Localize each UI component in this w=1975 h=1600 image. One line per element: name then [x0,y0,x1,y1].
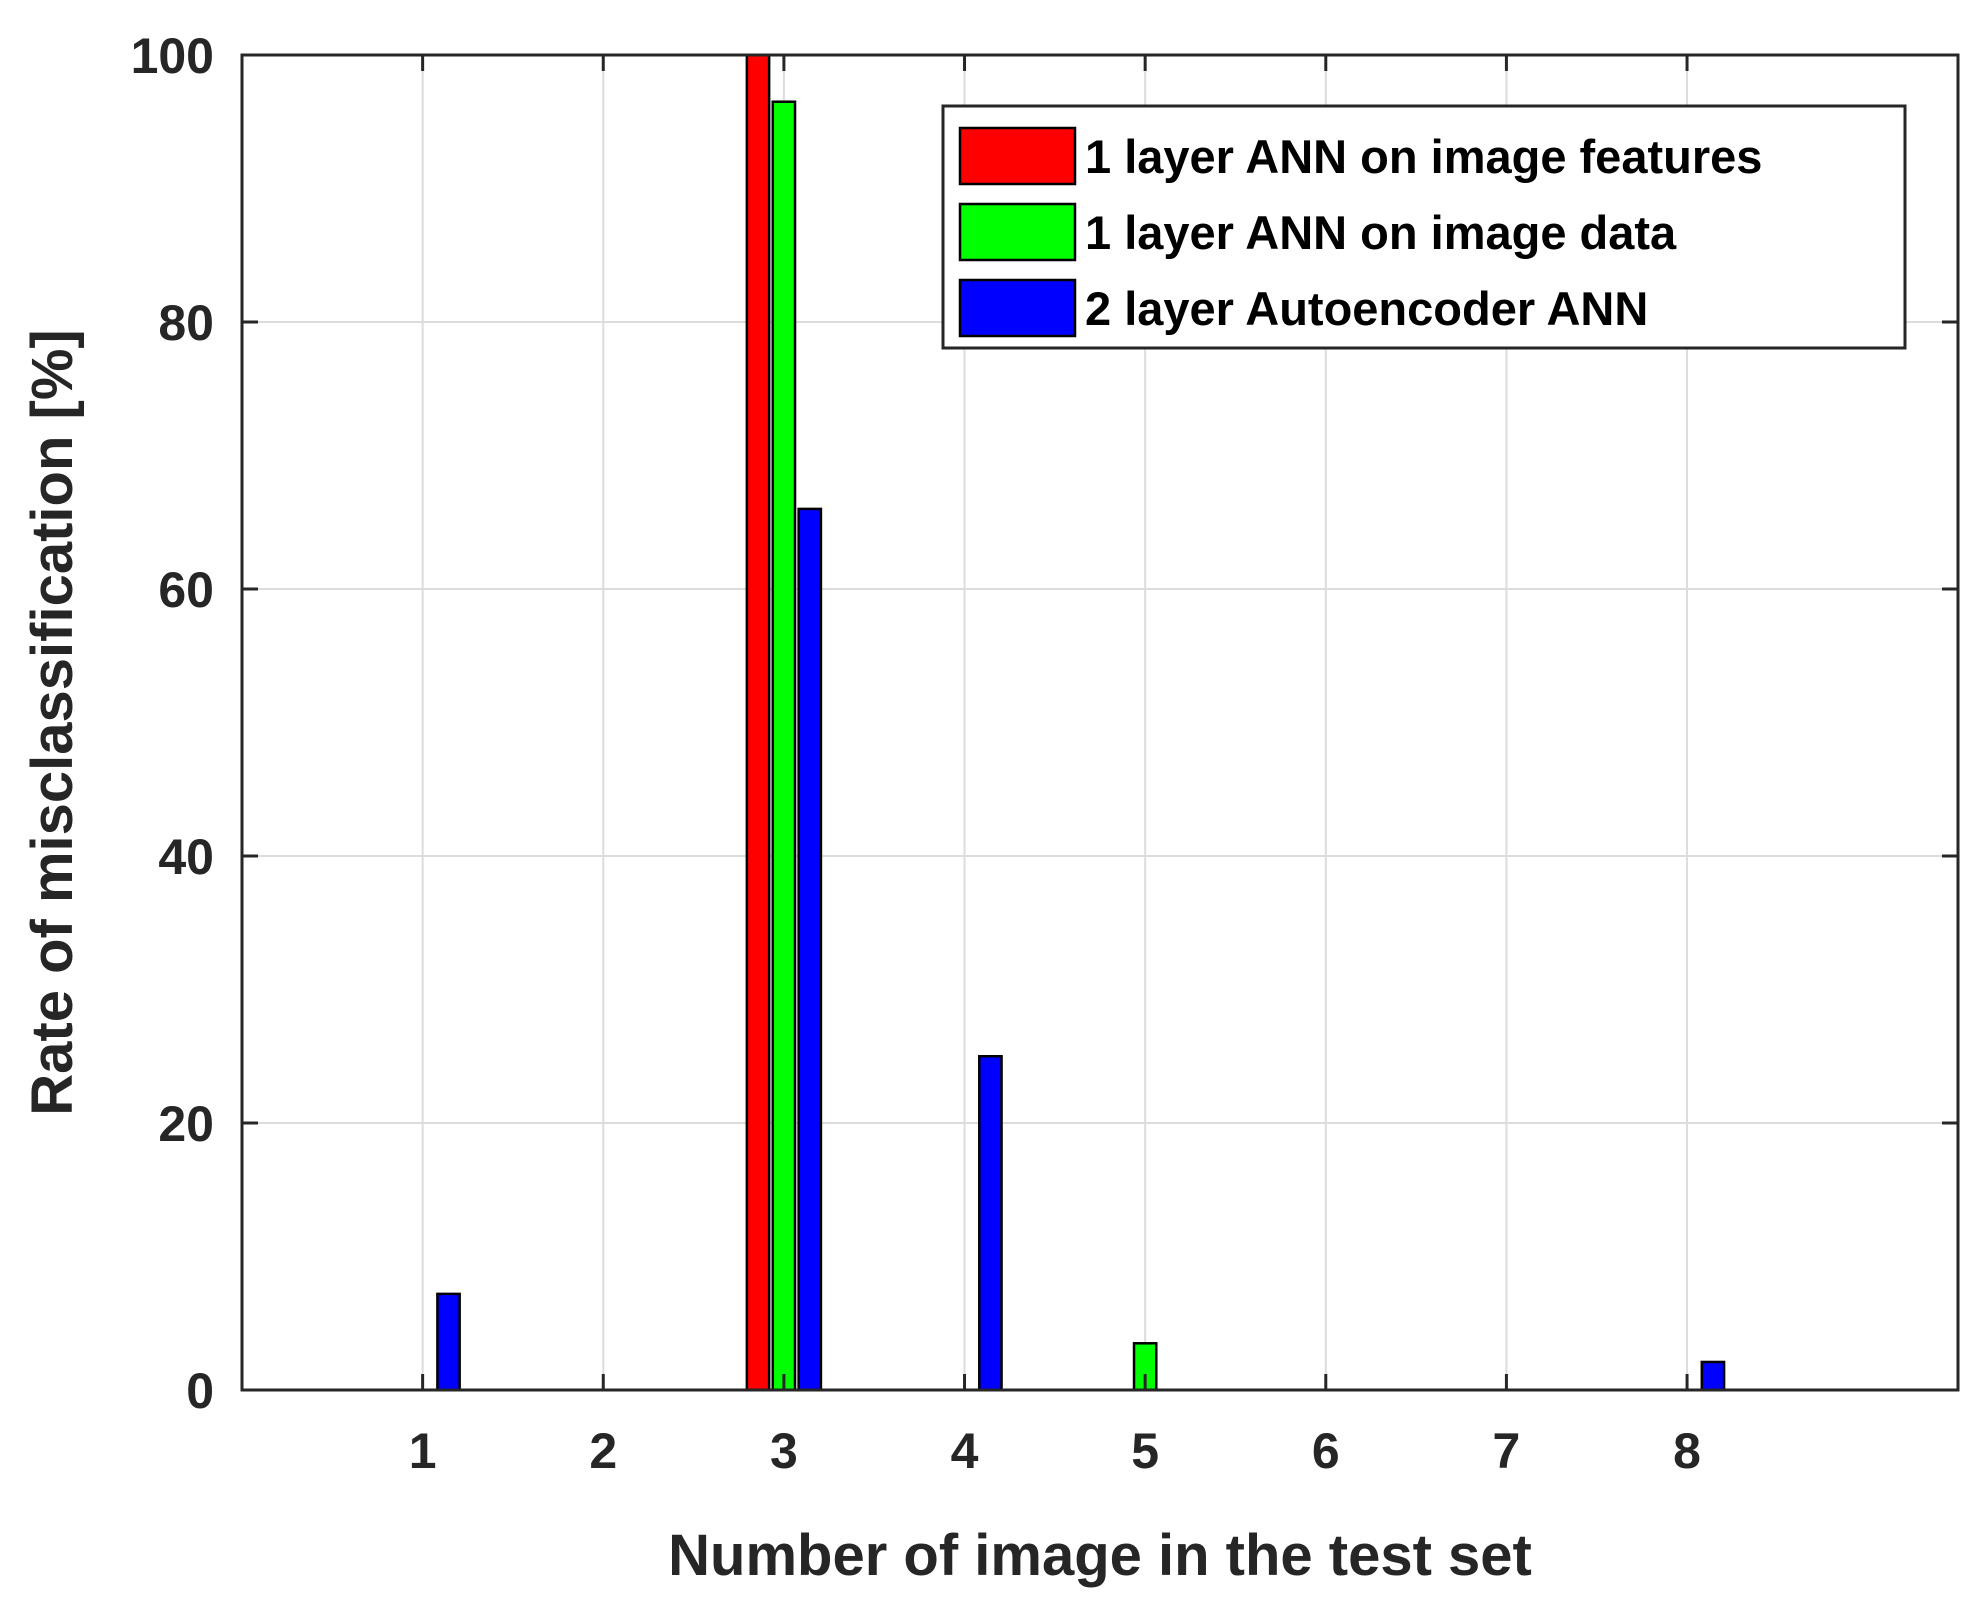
x-tick-labels: 1 2 3 4 5 6 7 8 [409,1423,1701,1479]
legend-swatch [958,126,1077,186]
y-tick-label: 100 [131,28,214,84]
x-tick-label: 4 [951,1423,979,1479]
bar-series-1-image-3 [745,53,771,1392]
legend-entry-label: 1 layer ANN on image data [1085,206,1677,259]
y-tick-label: 20 [158,1096,214,1152]
legend-entry-label: 1 layer ANN on image features [1085,130,1762,183]
y-tick-label: 60 [158,562,214,618]
x-tick-label: 1 [409,1423,437,1479]
legend-swatch [958,202,1077,262]
y-tick-label: 80 [158,295,214,351]
x-tick-label: 3 [770,1423,798,1479]
x-tick-label: 5 [1131,1423,1159,1479]
legend: 1 layer ANN on image features 1 layer ANN… [941,104,1907,350]
x-tick-label: 7 [1493,1423,1521,1479]
bar-series-2-image-3 [771,100,797,1392]
x-axis-label: Number of image in the test set [668,1523,1532,1588]
x-tick-label: 6 [1312,1423,1340,1479]
tick-marks [242,53,1958,1392]
x-tick-label: 8 [1673,1423,1701,1479]
y-tick-label: 0 [186,1363,214,1419]
bar-series-3-image-8 [1700,1360,1726,1392]
axes-box [240,53,1960,1392]
bar-series-3-image-1 [436,1292,461,1392]
y-tick-labels: 0 20 40 60 80 100 [131,28,214,1419]
legend-box [941,104,1907,350]
legend-swatch [958,278,1077,338]
bar-series-3-image-3 [797,507,823,1392]
bar-series-3-image-4 [978,1055,1003,1392]
y-tick-label: 40 [158,829,214,885]
y-axis-label: Rate of misclassification [%] [20,329,85,1115]
legend-entry-label: 2 layer Autoencoder ANN [1085,282,1648,335]
x-tick-label: 2 [589,1423,617,1479]
